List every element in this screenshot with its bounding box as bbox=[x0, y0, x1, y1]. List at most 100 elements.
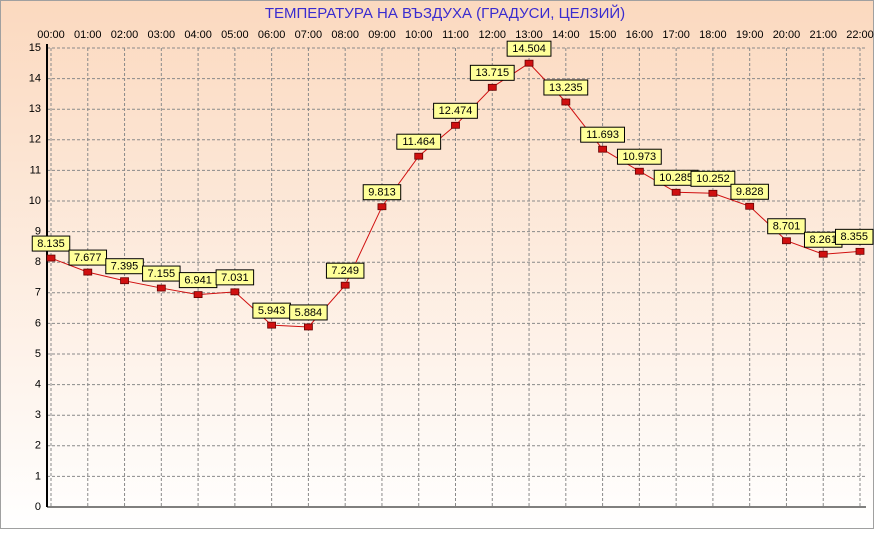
point-marker bbox=[782, 237, 791, 245]
data-label: 11.693 bbox=[586, 129, 619, 141]
point-marker bbox=[708, 189, 718, 197]
data-label-box bbox=[580, 126, 625, 143]
data-label-box bbox=[433, 102, 478, 119]
data-label: 10.285 bbox=[659, 172, 693, 184]
point-marker bbox=[46, 254, 56, 262]
data-label: 7.677 bbox=[74, 252, 102, 264]
data-label-box bbox=[31, 235, 71, 252]
x-tick-label: 06:00 bbox=[258, 29, 286, 41]
x-tick-label: 04:00 bbox=[184, 29, 212, 41]
y-tick-label: 10 bbox=[29, 195, 41, 207]
data-label: 12.474 bbox=[439, 105, 473, 117]
point-marker bbox=[230, 288, 240, 296]
data-label: 9.813 bbox=[368, 187, 396, 199]
data-label-box bbox=[767, 218, 806, 235]
data-label-box bbox=[616, 148, 662, 165]
data-label: 6.941 bbox=[184, 275, 212, 287]
x-tick-label: 19:00 bbox=[736, 29, 764, 41]
data-label: 10.973 bbox=[623, 151, 657, 163]
x-tick-label: 18:00 bbox=[699, 29, 727, 41]
data-label: 7.249 bbox=[331, 265, 359, 277]
data-label-box bbox=[325, 262, 365, 279]
x-tick-label: 01:00 bbox=[74, 29, 102, 41]
x-tick-label: 02:00 bbox=[111, 29, 139, 41]
point-marker bbox=[818, 250, 828, 258]
y-tick-label: 2 bbox=[35, 440, 41, 452]
x-tick-label: 11:00 bbox=[442, 29, 469, 41]
data-label: 5.884 bbox=[295, 307, 323, 319]
point-marker bbox=[524, 59, 534, 67]
data-label: 13.235 bbox=[549, 82, 583, 94]
data-label-box bbox=[543, 79, 589, 96]
point-marker bbox=[414, 152, 424, 160]
point-marker bbox=[671, 188, 681, 196]
point-marker bbox=[634, 167, 644, 175]
data-label-box bbox=[730, 183, 769, 200]
x-tick-label: 16:00 bbox=[626, 29, 654, 41]
data-label-box bbox=[68, 249, 108, 266]
data-label: 8.261 bbox=[809, 234, 837, 246]
data-label: 8.355 bbox=[840, 231, 868, 243]
point-marker bbox=[340, 281, 350, 289]
x-tick-label: 14:00 bbox=[552, 29, 580, 41]
y-tick-label: 15 bbox=[29, 42, 41, 54]
x-tick-label: 08:00 bbox=[331, 29, 359, 41]
point-marker bbox=[561, 98, 571, 106]
x-tick-label: 12:00 bbox=[479, 29, 507, 41]
data-label-box bbox=[506, 40, 552, 57]
data-label: 5.943 bbox=[258, 305, 286, 317]
x-tick-label: 21:00 bbox=[809, 29, 837, 41]
chart-title: ТЕМПЕРАТУРА НА ВЪЗДУХА (ГРАДУСИ, ЦЕЛЗИЙ) bbox=[265, 4, 625, 22]
data-label-box bbox=[690, 170, 736, 187]
x-tick-label: 05:00 bbox=[221, 29, 249, 41]
point-marker bbox=[83, 268, 93, 276]
data-label-box bbox=[289, 304, 328, 321]
y-tick-label: 4 bbox=[35, 379, 41, 391]
data-label: 14.504 bbox=[512, 43, 546, 55]
y-tick-label: 6 bbox=[35, 317, 41, 329]
data-label: 9.828 bbox=[736, 186, 764, 198]
y-tick-label: 0 bbox=[35, 501, 41, 513]
x-tick-label: 13:00 bbox=[515, 29, 543, 41]
y-tick-label: 1 bbox=[35, 470, 41, 482]
data-label: 13.715 bbox=[475, 67, 509, 79]
point-marker bbox=[156, 284, 166, 292]
y-tick-label: 3 bbox=[35, 409, 41, 421]
x-tick-label: 03:00 bbox=[148, 29, 176, 41]
data-label: 10.252 bbox=[696, 173, 730, 185]
y-tick-label: 11 bbox=[30, 164, 41, 176]
x-tick-label: 20:00 bbox=[773, 29, 801, 41]
data-label: 7.395 bbox=[111, 261, 139, 273]
x-tick-label: 09:00 bbox=[368, 29, 396, 41]
point-marker bbox=[267, 321, 277, 329]
point-marker bbox=[377, 203, 387, 211]
data-label: 8.701 bbox=[773, 221, 801, 233]
y-tick-label: 7 bbox=[35, 287, 41, 299]
y-tick-label: 8 bbox=[35, 256, 41, 268]
x-tick-label: 07:00 bbox=[295, 29, 323, 41]
point-marker bbox=[304, 323, 313, 331]
data-label: 7.155 bbox=[148, 268, 176, 280]
y-tick-label: 13 bbox=[29, 103, 41, 115]
data-label-box bbox=[469, 64, 515, 81]
point-marker bbox=[745, 202, 755, 210]
x-tick-label: 15:00 bbox=[589, 29, 617, 41]
x-tick-label: 17:00 bbox=[662, 29, 690, 41]
point-marker bbox=[451, 121, 460, 129]
y-tick-label: 5 bbox=[35, 348, 41, 360]
x-tick-label: 10:00 bbox=[405, 29, 433, 41]
y-tick-label: 9 bbox=[35, 226, 41, 238]
x-tick-label: 00:00 bbox=[37, 29, 65, 41]
point-marker bbox=[598, 145, 607, 153]
data-label: 7.031 bbox=[221, 272, 249, 284]
point-marker bbox=[487, 83, 497, 91]
data-label-box bbox=[396, 133, 442, 150]
data-label: 11.464 bbox=[402, 136, 435, 148]
y-tick-label: 14 bbox=[29, 73, 41, 85]
point-marker bbox=[120, 277, 129, 285]
data-label-box bbox=[362, 184, 402, 201]
point-marker bbox=[855, 247, 865, 255]
y-tick-label: 12 bbox=[29, 134, 41, 146]
